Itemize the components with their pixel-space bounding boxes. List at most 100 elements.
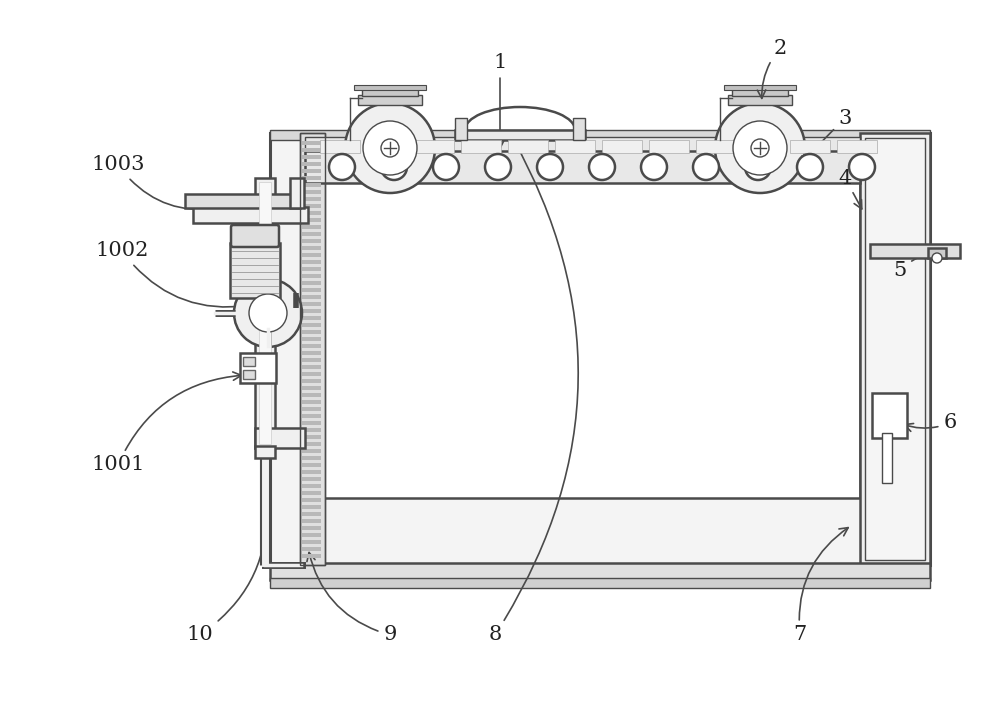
Bar [302,337,321,341]
Bar [302,253,321,257]
Bar [302,330,321,334]
Bar [230,243,280,298]
Bar [555,140,595,153]
Bar [302,316,321,320]
Bar [290,178,304,208]
Bar [302,204,321,208]
Bar [302,176,321,180]
Bar [302,484,321,488]
Bar [302,442,321,446]
Text: 9: 9 [307,553,397,645]
Bar [302,379,321,383]
Bar [302,449,321,453]
Bar [302,414,321,418]
Text: 1: 1 [493,53,507,148]
Bar [302,498,321,502]
Text: 5: 5 [893,250,932,280]
Circle shape [932,253,942,263]
Bar [573,118,585,140]
Text: 4: 4 [838,168,862,209]
Text: 1002: 1002 [95,242,247,311]
Bar [302,267,321,271]
Bar [790,140,830,153]
Bar [696,140,736,153]
Bar [837,140,877,153]
Bar [302,344,321,348]
Bar [302,512,321,516]
Circle shape [733,121,787,175]
Bar [461,140,501,153]
Circle shape [589,154,615,180]
Circle shape [849,154,875,180]
Bar [302,547,321,551]
Circle shape [485,154,511,180]
Bar [302,309,321,313]
Bar [302,232,321,236]
Circle shape [693,154,719,180]
Bar [302,225,321,229]
Bar [743,140,783,153]
Bar [302,400,321,404]
Bar [193,207,308,223]
Bar [302,386,321,390]
Bar [302,190,321,194]
Bar [270,563,930,580]
Bar [185,194,300,208]
Bar [928,248,946,258]
Text: 8: 8 [488,137,578,645]
Bar [300,133,325,565]
Bar [302,295,321,299]
Bar [302,470,321,474]
Bar [302,428,321,432]
Text: 3: 3 [799,108,852,165]
Bar [302,421,321,425]
Bar [302,183,321,187]
Bar [302,302,321,306]
Bar [302,288,321,292]
Bar [302,372,321,376]
Bar [302,351,321,355]
Text: 1003: 1003 [91,155,215,214]
Circle shape [329,154,355,180]
Bar [300,133,325,565]
Bar [302,281,321,285]
Bar [358,95,422,105]
Bar [255,446,275,458]
Circle shape [363,121,417,175]
Bar [270,130,930,140]
Bar [362,89,418,96]
Circle shape [345,103,435,193]
Bar [870,244,960,258]
Bar [302,519,321,523]
Bar [302,246,321,250]
Bar [255,178,275,448]
Bar [302,540,321,544]
Bar [320,140,360,153]
Bar [882,433,892,483]
Circle shape [249,294,287,332]
Bar [302,155,321,159]
Bar [508,140,548,153]
Circle shape [797,154,823,180]
Bar [302,435,321,439]
Circle shape [234,279,302,347]
Bar [305,158,860,498]
Bar [302,358,321,362]
Text: 6: 6 [904,414,957,433]
Bar [354,85,426,90]
Bar [240,353,276,383]
Circle shape [433,154,459,180]
Bar [302,526,321,530]
Bar [259,182,271,444]
Bar [305,151,860,183]
Bar [305,137,860,155]
Bar [302,365,321,369]
FancyBboxPatch shape [231,225,279,247]
Bar [414,140,454,153]
Bar [302,211,321,215]
Bar [367,140,407,153]
Bar [302,491,321,495]
Bar [270,578,930,588]
Bar [302,323,321,327]
Bar [302,554,321,558]
